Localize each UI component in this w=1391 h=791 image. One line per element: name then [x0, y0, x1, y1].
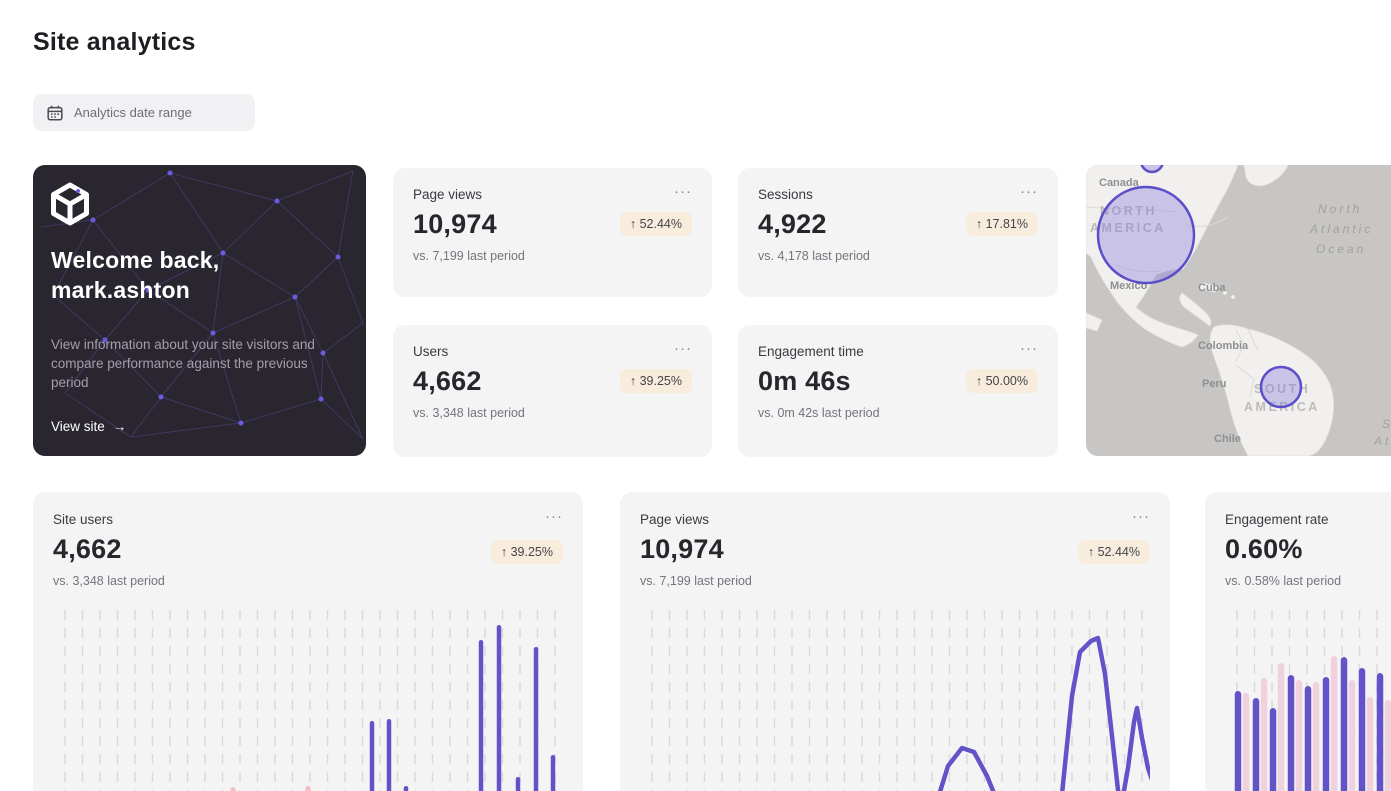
svg-text:Chile: Chile: [1214, 433, 1241, 445]
landmasses: [1086, 165, 1334, 456]
chart-value: 0.60%: [1225, 534, 1303, 564]
more-menu-icon[interactable]: ···: [674, 340, 692, 357]
kpi-compare: vs. 7,199 last period: [413, 249, 525, 263]
view-site-link[interactable]: View site →: [51, 419, 127, 434]
svg-text:At: At: [1373, 434, 1391, 448]
svg-text:North: North: [1318, 202, 1362, 216]
more-menu-icon[interactable]: ···: [674, 183, 692, 200]
kpi-compare: vs. 3,348 last period: [413, 406, 525, 420]
svg-text:Ocean: Ocean: [1316, 242, 1366, 256]
constellation-background: [40, 170, 364, 440]
kpi-value: 4,662: [413, 366, 482, 396]
kpi-card-users: Users ··· 4,662 ↑ 39.25% vs. 3,348 last …: [393, 325, 712, 457]
svg-text:AMERICA: AMERICA: [1090, 221, 1166, 235]
kpi-title: Users: [413, 344, 449, 359]
visitor-bubbles[interactable]: [1096, 165, 1303, 409]
kpi-title: Sessions: [758, 187, 813, 202]
chart-card-site-users: Site users ··· 4,662 ↑ 39.25% vs. 3,348 …: [33, 492, 583, 791]
chart-compare: vs. 7,199 last period: [640, 574, 752, 588]
delta-badge: ↑ 52.44%: [1077, 540, 1150, 564]
delta-badge: ↑ 39.25%: [619, 369, 692, 393]
country-borders: [1086, 206, 1259, 398]
welcome-card: Welcome back, mark.ashton View informatio…: [33, 165, 366, 456]
more-menu-icon[interactable]: ···: [545, 508, 563, 525]
page-title: Site analytics: [33, 28, 196, 56]
more-menu-icon[interactable]: ···: [1020, 183, 1038, 200]
chart-title: Engagement rate: [1225, 512, 1329, 527]
americas-map: CanadaNORTHAMERICAMexicoCubaColombiaPeru…: [1086, 165, 1391, 456]
chart-title: Page views: [640, 512, 710, 527]
kpi-value: 10,974: [413, 209, 497, 239]
site-users-sparkline: [64, 610, 556, 791]
delta-badge: ↑ 52.44%: [619, 212, 692, 236]
arrow-right-icon: →: [112, 419, 127, 434]
kpi-card-sessions: Sessions ··· 4,922 ↑ 17.81% vs. 4,178 la…: [738, 168, 1058, 297]
welcome-heading: Welcome back, mark.ashton: [51, 247, 220, 303]
kpi-value: 4,922: [758, 209, 827, 239]
engagement-rate-sparkline: [1234, 610, 1391, 791]
svg-text:Peru: Peru: [1202, 378, 1226, 390]
map-labels: CanadaNORTHAMERICAMexicoCubaColombiaPeru…: [1090, 177, 1391, 448]
delta-badge: ↑ 50.00%: [965, 369, 1038, 393]
more-menu-icon[interactable]: ···: [1132, 508, 1150, 525]
kpi-title: Page views: [413, 187, 483, 202]
more-menu-icon[interactable]: ···: [1020, 340, 1038, 357]
kpi-title: Engagement time: [758, 344, 864, 359]
svg-text:Atlantic: Atlantic: [1309, 222, 1373, 236]
chart-value: 4,662: [53, 534, 122, 564]
kpi-compare: vs. 0m 42s last period: [758, 406, 880, 420]
chart-compare: vs. 3,348 last period: [53, 574, 165, 588]
svg-text:Cuba: Cuba: [1198, 282, 1226, 294]
date-range-button[interactable]: Analytics date range: [33, 94, 255, 131]
kpi-card-page-views: Page views ··· 10,974 ↑ 52.44% vs. 7,199…: [393, 168, 712, 297]
site-logo-icon: [51, 182, 89, 226]
visitor-locations-map: CanadaNORTHAMERICAMexicoCubaColombiaPeru…: [1086, 165, 1391, 456]
chart-compare: vs. 0.58% last period: [1225, 574, 1342, 588]
kpi-compare: vs. 4,178 last period: [758, 249, 870, 263]
calendar-icon: [47, 105, 63, 121]
date-range-label: Analytics date range: [74, 105, 192, 120]
kpi-card-engagement-time: Engagement time ··· 0m 46s ↑ 50.00% vs. …: [738, 325, 1058, 457]
welcome-body: View information about your site visitor…: [51, 337, 315, 390]
chart-title: Site users: [53, 512, 114, 527]
svg-text:Colombia: Colombia: [1198, 340, 1249, 352]
delta-badge: ↑ 39.25%: [490, 540, 563, 564]
svg-text:Canada: Canada: [1099, 177, 1140, 189]
svg-text:SOUTH: SOUTH: [1254, 382, 1310, 396]
kpi-value: 0m 46s: [758, 366, 851, 396]
svg-text:NORTH: NORTH: [1100, 204, 1157, 218]
chart-card-page-views: Page views ··· 10,974 ↑ 52.44% vs. 7,199…: [620, 492, 1170, 791]
svg-text:S: S: [1382, 417, 1391, 431]
chart-value: 10,974: [640, 534, 724, 564]
page-views-sparkline: [651, 610, 1150, 791]
delta-badge: ↑ 17.81%: [965, 212, 1038, 236]
